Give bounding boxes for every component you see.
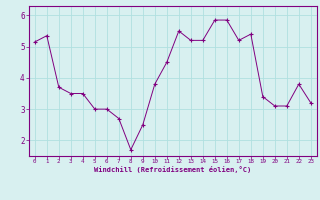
X-axis label: Windchill (Refroidissement éolien,°C): Windchill (Refroidissement éolien,°C) (94, 166, 252, 173)
